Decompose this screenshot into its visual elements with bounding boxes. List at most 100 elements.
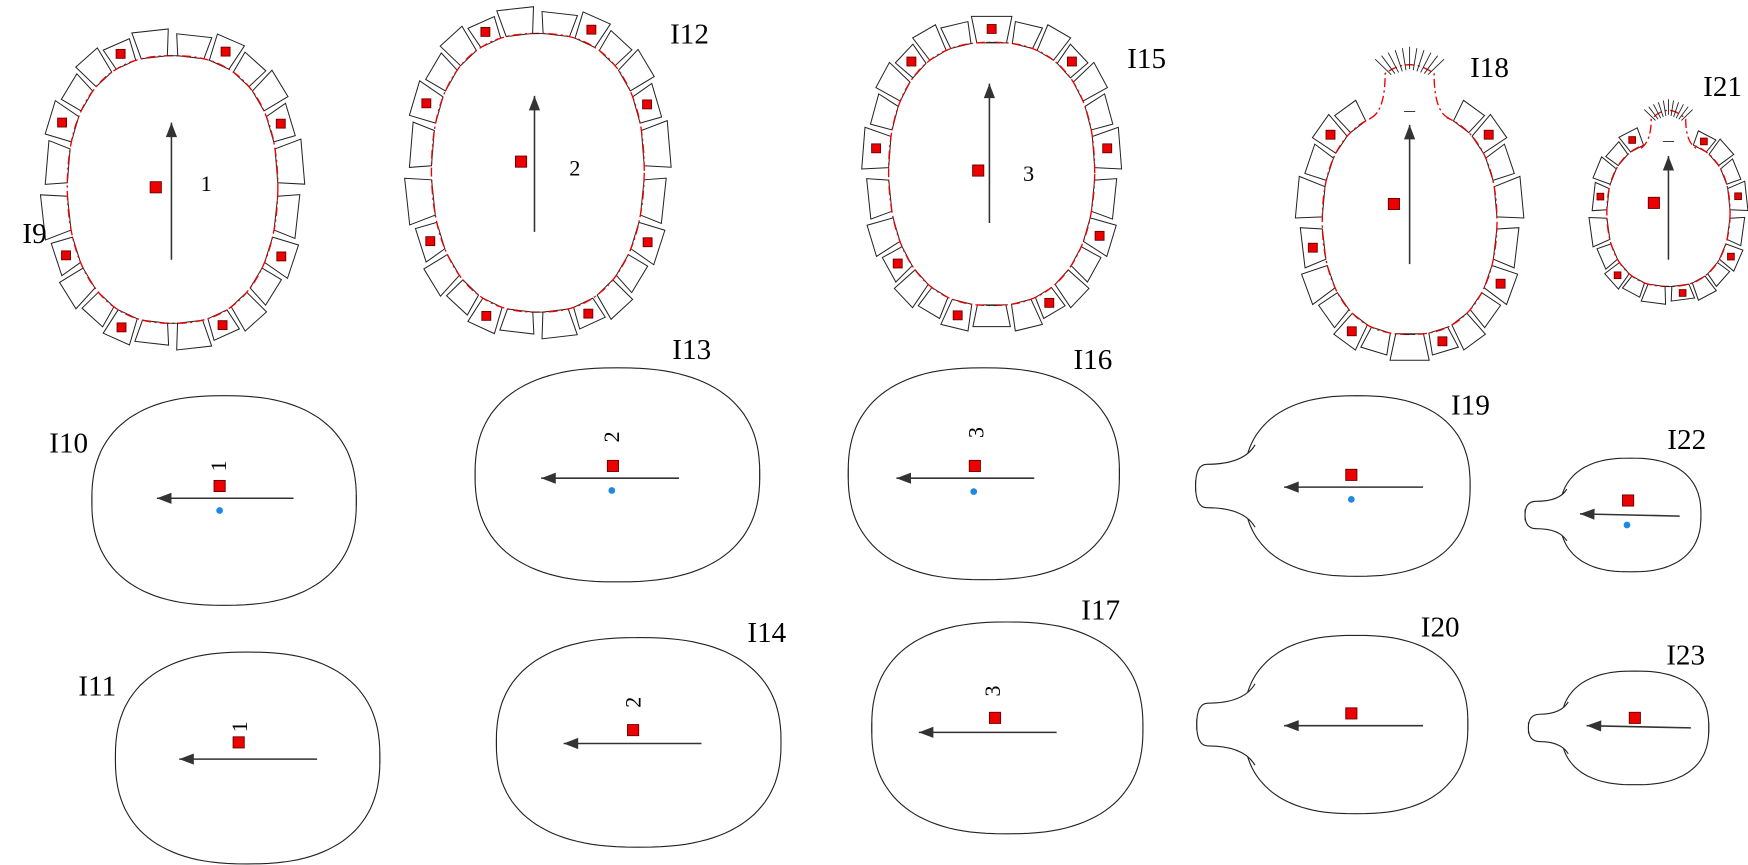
red-marker	[607, 460, 618, 471]
red-marker	[1629, 137, 1636, 144]
tooth	[1486, 144, 1515, 180]
tooth	[135, 320, 169, 345]
tooth	[1091, 179, 1116, 219]
page: I91I101I111I122I132I142I153I163I173I18I1…	[0, 0, 1748, 865]
outline	[1244, 635, 1468, 813]
panel-label: I18	[1470, 52, 1509, 84]
red-marker	[1095, 231, 1104, 240]
red-marker	[277, 252, 286, 261]
red-marker	[989, 712, 1000, 723]
tooth	[1390, 334, 1429, 360]
dental-arch	[431, 33, 644, 312]
figure: I91I101I111I122I132I142I153I163I173I18I1…	[0, 0, 1748, 865]
red-marker	[1735, 193, 1742, 200]
red-marker	[893, 259, 902, 268]
red-marker	[973, 165, 984, 176]
tooth	[542, 309, 577, 339]
tooth	[405, 178, 436, 225]
red-marker	[218, 321, 227, 330]
tooth	[500, 309, 534, 334]
neck-outline	[1525, 489, 1567, 541]
panel-number: 1	[227, 721, 252, 732]
red-marker	[1648, 197, 1659, 208]
tooth	[640, 178, 666, 223]
tooth	[616, 255, 647, 293]
dental-arch	[889, 42, 1095, 305]
red-marker	[1346, 708, 1357, 719]
outline	[496, 638, 781, 848]
panel-label: I10	[49, 428, 88, 460]
panel-label: I13	[672, 334, 711, 366]
outline	[475, 368, 760, 582]
red-marker	[1728, 253, 1735, 260]
red-marker	[643, 100, 652, 109]
outline	[1244, 396, 1470, 577]
tooth	[1597, 244, 1617, 269]
panel-label: I15	[1127, 43, 1166, 75]
tooth	[1721, 159, 1741, 184]
tooth	[1708, 263, 1730, 287]
tooth	[177, 34, 212, 59]
red-marker	[1496, 279, 1505, 288]
outline	[848, 368, 1119, 580]
tooth	[1085, 94, 1113, 130]
red-marker	[1484, 130, 1493, 139]
tooth	[45, 141, 70, 185]
red-marker	[1629, 712, 1640, 723]
panel-number: 3	[1023, 161, 1034, 186]
tooth	[250, 268, 281, 305]
tooth	[177, 320, 212, 350]
arrow-head	[1663, 156, 1674, 170]
tooth	[870, 94, 898, 130]
shape-panel: I101	[49, 396, 356, 606]
tooth	[1305, 144, 1334, 180]
tooth	[497, 7, 534, 37]
red-marker	[987, 25, 996, 34]
red-marker	[1308, 243, 1317, 252]
panel-label: I20	[1421, 612, 1460, 644]
shape-panel: I15 3	[862, 16, 1166, 331]
red-marker	[117, 323, 126, 332]
panel-label: I23	[1666, 639, 1705, 671]
neck-outline	[1528, 702, 1568, 754]
red-marker	[1438, 337, 1447, 346]
neck-outline	[1641, 110, 1696, 148]
blue-dot	[970, 488, 977, 495]
panel-label: I9	[22, 218, 46, 250]
red-marker	[587, 25, 596, 34]
red-marker	[584, 309, 593, 318]
tooth	[447, 280, 479, 315]
shape-panel: I22	[1525, 424, 1706, 572]
outline	[92, 396, 356, 606]
red-marker	[1326, 130, 1335, 139]
shape-panel: I19	[1196, 390, 1490, 577]
arrow-head	[1404, 125, 1415, 139]
red-marker	[1346, 469, 1357, 480]
tooth	[1361, 327, 1390, 355]
shape-panel: I21	[1589, 71, 1748, 304]
shape-panel: I18	[1295, 47, 1523, 360]
red-marker	[422, 99, 431, 108]
shape-panel: I23	[1528, 639, 1708, 784]
red-marker	[62, 251, 71, 260]
arrow-head	[529, 96, 540, 110]
red-marker	[1045, 298, 1054, 307]
tooth	[641, 121, 671, 168]
red-marker	[276, 119, 285, 128]
spike	[1375, 59, 1391, 75]
red-marker	[233, 737, 244, 748]
panel-label: I14	[747, 617, 786, 649]
red-marker	[872, 144, 881, 153]
neck-outline	[1197, 684, 1255, 765]
tooth	[409, 122, 434, 167]
red-marker	[58, 118, 67, 127]
red-marker	[150, 182, 161, 193]
red-marker	[1623, 495, 1634, 506]
tooth	[274, 195, 300, 239]
red-marker	[214, 480, 225, 491]
